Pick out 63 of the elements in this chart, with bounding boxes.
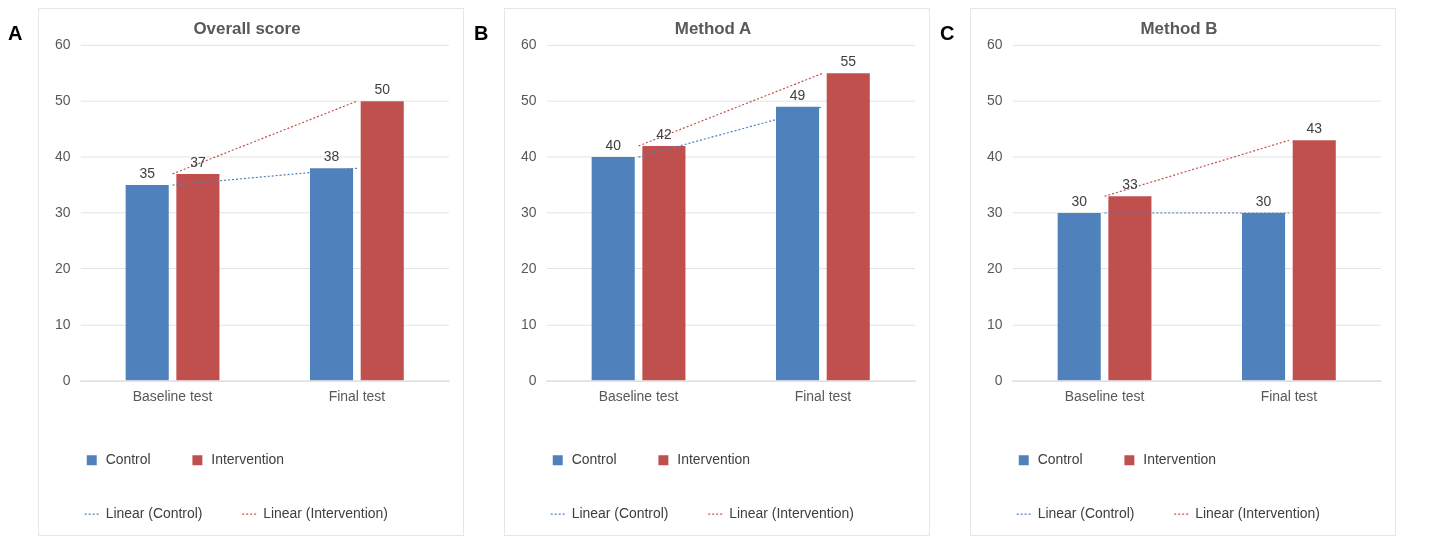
y-tick-label: 50 [54, 92, 71, 109]
x-tick-label: Baseline test [132, 387, 213, 404]
legend-label: Control [1037, 451, 1083, 468]
data-label: 55 [840, 53, 857, 70]
legend-label: Linear (Control) [1037, 504, 1135, 521]
y-tick-label: 0 [62, 371, 71, 388]
chart-title: Overall score [193, 18, 301, 38]
y-tick-label: 0 [994, 371, 1003, 388]
y-tick-label: 30 [54, 203, 71, 220]
y-tick-label: 10 [986, 315, 1003, 332]
legend-label: Intervention [211, 451, 285, 468]
y-tick-label: 60 [54, 36, 71, 53]
data-label: 49 [789, 86, 806, 103]
x-tick-label: Final test [1260, 387, 1318, 404]
text: C [940, 22, 955, 45]
chart-title: Method B [1140, 18, 1218, 38]
y-tick-label: 60 [520, 36, 537, 53]
chart-title: Method A [674, 18, 752, 38]
data-label: 30 [1255, 192, 1272, 209]
y-tick-label: 60 [986, 36, 1003, 53]
y-tick-label: 50 [520, 92, 537, 109]
data-label: 50 [374, 81, 391, 98]
bar [591, 157, 635, 381]
x-tick-label: Baseline test [598, 387, 679, 404]
y-tick-label: 40 [986, 147, 1003, 164]
bar [360, 101, 404, 381]
y-tick-label: 30 [986, 203, 1003, 220]
y-tick-label: 50 [986, 92, 1003, 109]
data-label: 43 [1306, 120, 1323, 137]
y-tick-label: 0 [528, 371, 537, 388]
y-tick-label: 40 [520, 147, 537, 164]
legend-label: Intervention [1143, 451, 1217, 468]
x-tick-label: Final test [328, 387, 386, 404]
data-label: 38 [323, 148, 340, 165]
y-tick-label: 10 [520, 315, 537, 332]
legend-label: Intervention [677, 451, 751, 468]
data-label: 42 [656, 125, 672, 142]
data-label: 35 [139, 164, 156, 181]
y-tick-label: 20 [520, 259, 537, 276]
y-tick-label: 10 [54, 315, 71, 332]
y-tick-label: 40 [54, 147, 71, 164]
y-tick-label: 20 [986, 259, 1003, 276]
bar [1057, 213, 1101, 381]
legend-label: Control [105, 451, 151, 468]
legend-label: Linear (Control) [105, 504, 203, 521]
legend-label: Linear (Intervention) [729, 504, 854, 521]
bar [1292, 140, 1336, 381]
data-label: 37 [190, 153, 206, 170]
text: A [8, 22, 23, 45]
data-label: 33 [1122, 176, 1138, 193]
data-label: 40 [605, 136, 622, 153]
legend-label: Linear (Control) [571, 504, 669, 521]
legend-label: Linear (Intervention) [263, 504, 388, 521]
bar [826, 73, 870, 381]
data-label: 30 [1071, 192, 1088, 209]
text: B [474, 22, 489, 45]
y-tick-label: 20 [54, 259, 71, 276]
y-tick-label: 30 [520, 203, 537, 220]
bar [125, 185, 169, 381]
legend-label: Control [571, 451, 617, 468]
legend-label: Linear (Intervention) [1195, 504, 1320, 521]
x-tick-label: Final test [794, 387, 852, 404]
x-tick-label: Baseline test [1064, 387, 1145, 404]
